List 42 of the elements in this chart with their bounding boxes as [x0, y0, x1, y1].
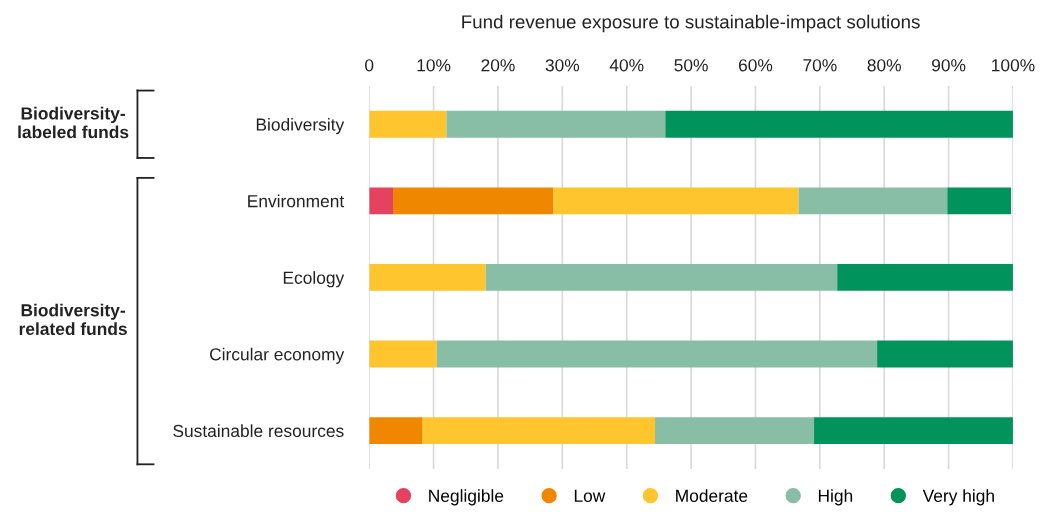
x-tick-label: 100%	[992, 59, 1035, 72]
chart-title: Fund revenue exposure to sustainable-impact solutions	[462, 14, 920, 33]
bar	[798, 187, 948, 215]
x-tick-label: 60%	[738, 59, 773, 72]
legend-label: Negligible	[429, 489, 504, 506]
y-tick-label: Circular economy	[210, 347, 345, 364]
x-tick-label: 0	[365, 59, 374, 72]
bar	[422, 417, 656, 445]
bar	[369, 417, 423, 445]
bar	[553, 187, 799, 215]
bar	[369, 110, 447, 138]
legend-label: Very high	[922, 489, 994, 506]
x-tick-label: 50%	[674, 59, 708, 72]
y-tick-label: Biodiversity	[256, 117, 345, 135]
bar	[446, 110, 666, 138]
y-tick-label: Environment	[248, 194, 345, 208]
bar	[665, 110, 1013, 138]
x-tick-label: 80%	[867, 59, 901, 72]
bar	[436, 340, 878, 368]
x-tick-label: 70%	[803, 59, 837, 72]
x-tick-label: 40%	[609, 59, 644, 72]
bar	[877, 340, 1013, 368]
legend-label: High	[818, 489, 853, 506]
bar	[369, 340, 437, 368]
bar	[369, 187, 394, 215]
legend-label: Low	[574, 489, 606, 502]
bar	[369, 264, 486, 291]
bar	[837, 264, 1013, 291]
x-tick-label: 10%	[417, 59, 451, 72]
bar	[947, 187, 1012, 215]
x-tick-label: 90%	[932, 59, 966, 72]
x-tick-label: 20%	[481, 59, 515, 72]
bar	[814, 417, 1013, 445]
y-tick-label: Sustainable resources	[173, 424, 344, 438]
text: Biodiversity- related funds	[19, 303, 127, 336]
x-tick-label: 30%	[545, 59, 580, 72]
bar	[393, 187, 554, 215]
bar	[655, 417, 815, 445]
y-tick-label: Ecology	[283, 271, 345, 288]
bar	[485, 264, 838, 291]
legend-label: Moderate	[676, 489, 748, 502]
text: Biodiversity- labeled funds	[18, 106, 129, 139]
